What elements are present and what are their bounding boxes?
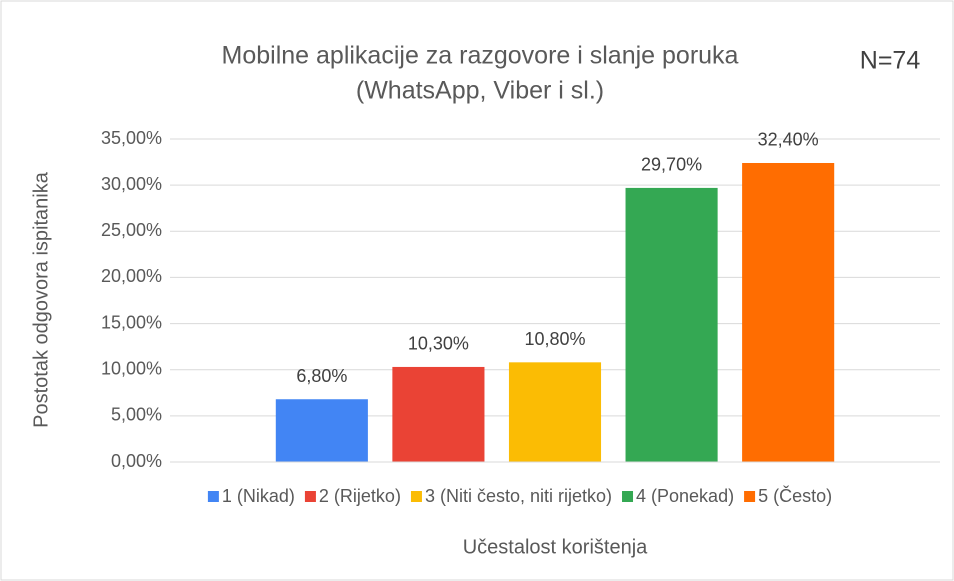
data-label: 10,80%: [524, 329, 585, 349]
legend-label: 4 (Ponekad): [636, 486, 734, 506]
bar: [742, 162, 835, 462]
y-tick-label: 25,00%: [101, 220, 162, 240]
y-tick-label: 30,00%: [101, 174, 162, 194]
bar: [392, 366, 485, 462]
chart-title: (WhatsApp, Viber i sl.): [356, 77, 604, 105]
annotation: N=74: [860, 47, 921, 75]
legend-swatch: [304, 491, 316, 502]
bar: [508, 362, 602, 462]
y-tick-label: 35,00%: [101, 128, 162, 148]
y-tick-label: 20,00%: [101, 266, 162, 286]
y-axis-title: Postotak odgovora ispitanika: [30, 171, 52, 428]
legend-label: 5 (Često): [758, 485, 832, 506]
legend-label: 3 (Niti često, niti rijetko): [425, 486, 612, 506]
x-axis-title: Učestalost korištenja: [463, 536, 648, 558]
legend-swatch: [410, 491, 422, 502]
data-label: 29,70%: [641, 155, 702, 175]
legend-swatch: [744, 491, 756, 502]
chart-title: Mobilne aplikacije za razgovore i slanje…: [222, 42, 739, 70]
data-label: 32,40%: [758, 130, 819, 150]
bar: [625, 187, 718, 462]
y-tick-label: 0,00%: [111, 451, 162, 471]
y-tick-label: 15,00%: [101, 312, 162, 332]
legend-label: 2 (Rijetko): [319, 486, 401, 506]
legend-swatch: [622, 491, 634, 502]
y-tick-label: 10,00%: [101, 358, 162, 378]
bar: [275, 399, 368, 462]
legend-swatch: [207, 491, 219, 502]
data-label: 6,80%: [296, 366, 347, 386]
y-tick-label: 5,00%: [111, 405, 162, 425]
data-label: 10,30%: [408, 334, 469, 354]
legend-label: 1 (Nikad): [222, 486, 295, 506]
